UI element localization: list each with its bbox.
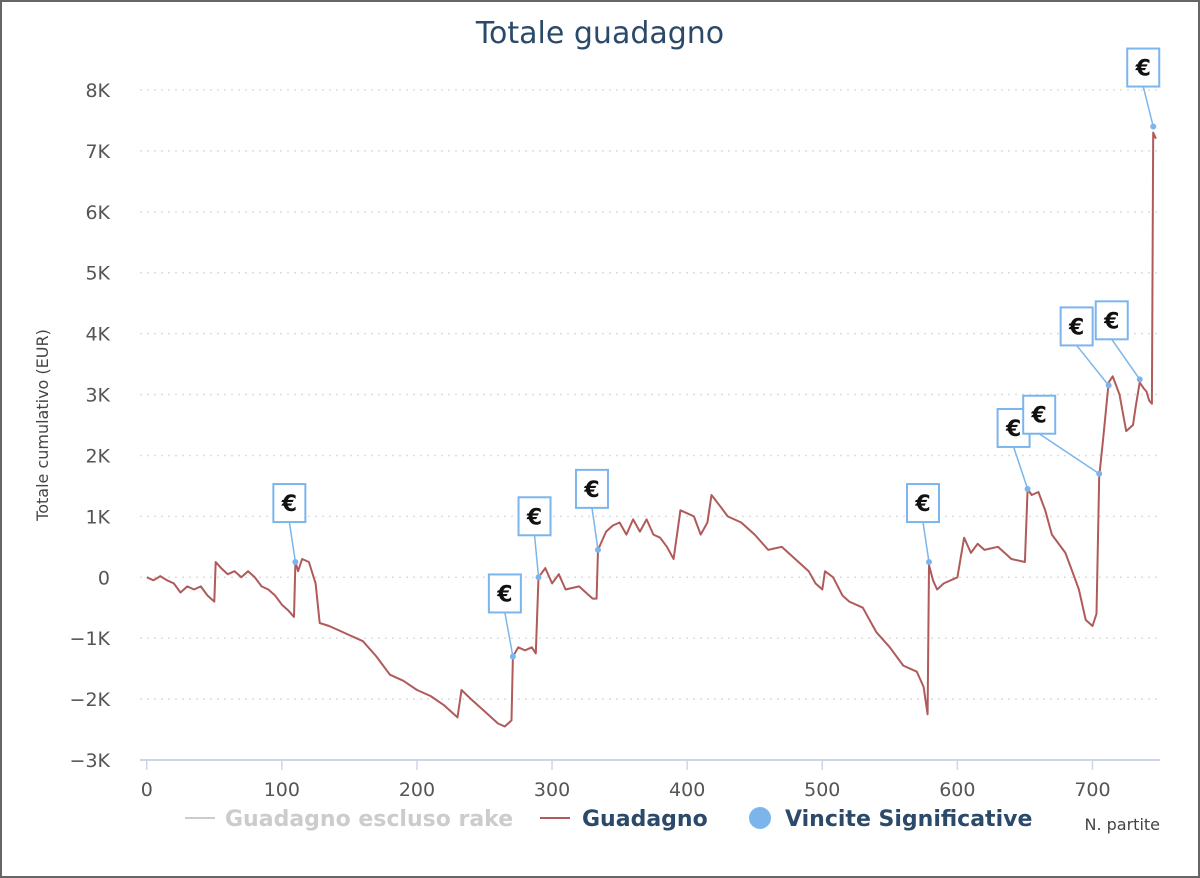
euro-symbol: € bbox=[281, 492, 297, 517]
flag-box bbox=[1094, 300, 1129, 341]
marker-point[interactable] bbox=[1024, 485, 1031, 492]
euro-symbol: € bbox=[526, 505, 542, 530]
marker-point[interactable] bbox=[292, 559, 299, 566]
legend[interactable]: Guadagno escluso rake Guadagno Vincite Sig… bbox=[185, 807, 1032, 832]
euro-symbol: € bbox=[1068, 315, 1084, 340]
x-tick-label: 700 bbox=[1074, 779, 1110, 801]
euro-symbol: € bbox=[1135, 57, 1151, 82]
flag-box bbox=[905, 483, 940, 524]
euro-flag-marker[interactable]: € bbox=[517, 496, 552, 581]
marker-point[interactable] bbox=[509, 653, 516, 660]
flag-connector bbox=[1111, 338, 1141, 380]
marker-point[interactable] bbox=[594, 546, 601, 553]
euro-symbol: € bbox=[1005, 417, 1021, 442]
flag-connector bbox=[922, 521, 930, 563]
y-tick-label: −1K bbox=[70, 628, 111, 650]
marker-point[interactable] bbox=[1105, 382, 1112, 389]
y-tick-label: 2K bbox=[85, 445, 110, 467]
legend-item[interactable]: Guadagno escluso rake bbox=[185, 807, 513, 832]
flag-box bbox=[574, 468, 609, 509]
y-tick-label: 3K bbox=[85, 385, 110, 407]
y-tick-label: 6K bbox=[85, 202, 110, 224]
x-tick-label: 300 bbox=[534, 779, 570, 801]
x-tick-label: 600 bbox=[939, 779, 975, 801]
flag-connector bbox=[1012, 446, 1029, 490]
euro-flag-marker[interactable]: € bbox=[574, 468, 609, 553]
x-tick-label: 0 bbox=[141, 779, 153, 801]
y-tick-label: −3K bbox=[70, 750, 111, 772]
euro-symbol: € bbox=[1103, 309, 1119, 334]
y-tick-label: 5K bbox=[85, 263, 110, 285]
series-layer bbox=[146, 131, 1157, 728]
y-tick-label: 4K bbox=[85, 324, 110, 346]
gridlines bbox=[140, 89, 1160, 700]
flag-box bbox=[517, 496, 552, 537]
flag-box bbox=[1059, 306, 1094, 347]
series-line-guadagno bbox=[146, 131, 1157, 728]
euro-flag-marker[interactable]: € bbox=[1059, 306, 1112, 389]
flag-connector bbox=[288, 521, 297, 563]
flag-connector bbox=[533, 535, 540, 578]
marker-point[interactable] bbox=[925, 559, 932, 566]
y-tick-label: 8K bbox=[85, 80, 110, 102]
flag-connector bbox=[1076, 344, 1110, 386]
legend-label: Guadagno escluso rake bbox=[225, 807, 513, 832]
euro-symbol: € bbox=[583, 478, 599, 503]
flag-box bbox=[272, 483, 307, 524]
flag-connector bbox=[1142, 86, 1154, 127]
x-tick-label: 100 bbox=[264, 779, 300, 801]
euro-symbol: € bbox=[1031, 404, 1047, 429]
marker-point[interactable] bbox=[1150, 123, 1157, 130]
legend-label: Guadagno bbox=[582, 807, 708, 832]
euro-flag-marker[interactable]: € bbox=[487, 573, 522, 660]
y-tick-label: 1K bbox=[85, 506, 110, 528]
flag-connector bbox=[504, 612, 514, 657]
flag-box bbox=[1022, 394, 1057, 435]
marker-point[interactable] bbox=[1096, 470, 1103, 477]
x-tick-label: 500 bbox=[804, 779, 840, 801]
y-tick-label: 7K bbox=[85, 141, 110, 163]
euro-flag-marker[interactable]: € bbox=[272, 483, 307, 566]
significant-wins-markers: € € € € € € € € € € bbox=[272, 47, 1161, 660]
flag-box bbox=[1126, 47, 1161, 88]
euro-flag-marker[interactable]: € bbox=[1094, 300, 1143, 383]
euro-flag-marker[interactable]: € bbox=[1126, 47, 1161, 130]
y-tick-label: 0 bbox=[98, 567, 110, 589]
euro-symbol: € bbox=[496, 582, 512, 607]
flag-box bbox=[487, 573, 522, 614]
x-tick-label: 400 bbox=[669, 779, 705, 801]
legend-label: Vincite Significative bbox=[785, 807, 1032, 832]
legend-item[interactable]: Vincite Significative bbox=[749, 807, 1032, 832]
axes: −3K −2K −1K 0 1K 2K 3K 4K 5K 6K 7K 8K 0 100 200 300 400 5… bbox=[70, 80, 1160, 801]
x-axis-title: N. partite bbox=[1084, 815, 1160, 834]
euro-flag-marker[interactable]: € bbox=[1022, 394, 1103, 477]
legend-circle-symbol bbox=[749, 807, 771, 829]
x-tick-label: 200 bbox=[399, 779, 435, 801]
euro-flag-marker[interactable]: € bbox=[905, 483, 940, 566]
flag-connector bbox=[591, 507, 599, 550]
marker-point[interactable] bbox=[535, 574, 542, 581]
y-tick-label: −2K bbox=[70, 689, 111, 711]
euro-symbol: € bbox=[914, 492, 930, 517]
flag-connector bbox=[1038, 433, 1100, 475]
marker-point[interactable] bbox=[1136, 376, 1143, 383]
legend-item[interactable]: Guadagno bbox=[540, 807, 708, 832]
chart-title: Totale guadagno bbox=[475, 16, 724, 51]
y-axis-title: Totale cumulativo (EUR) bbox=[33, 329, 52, 522]
